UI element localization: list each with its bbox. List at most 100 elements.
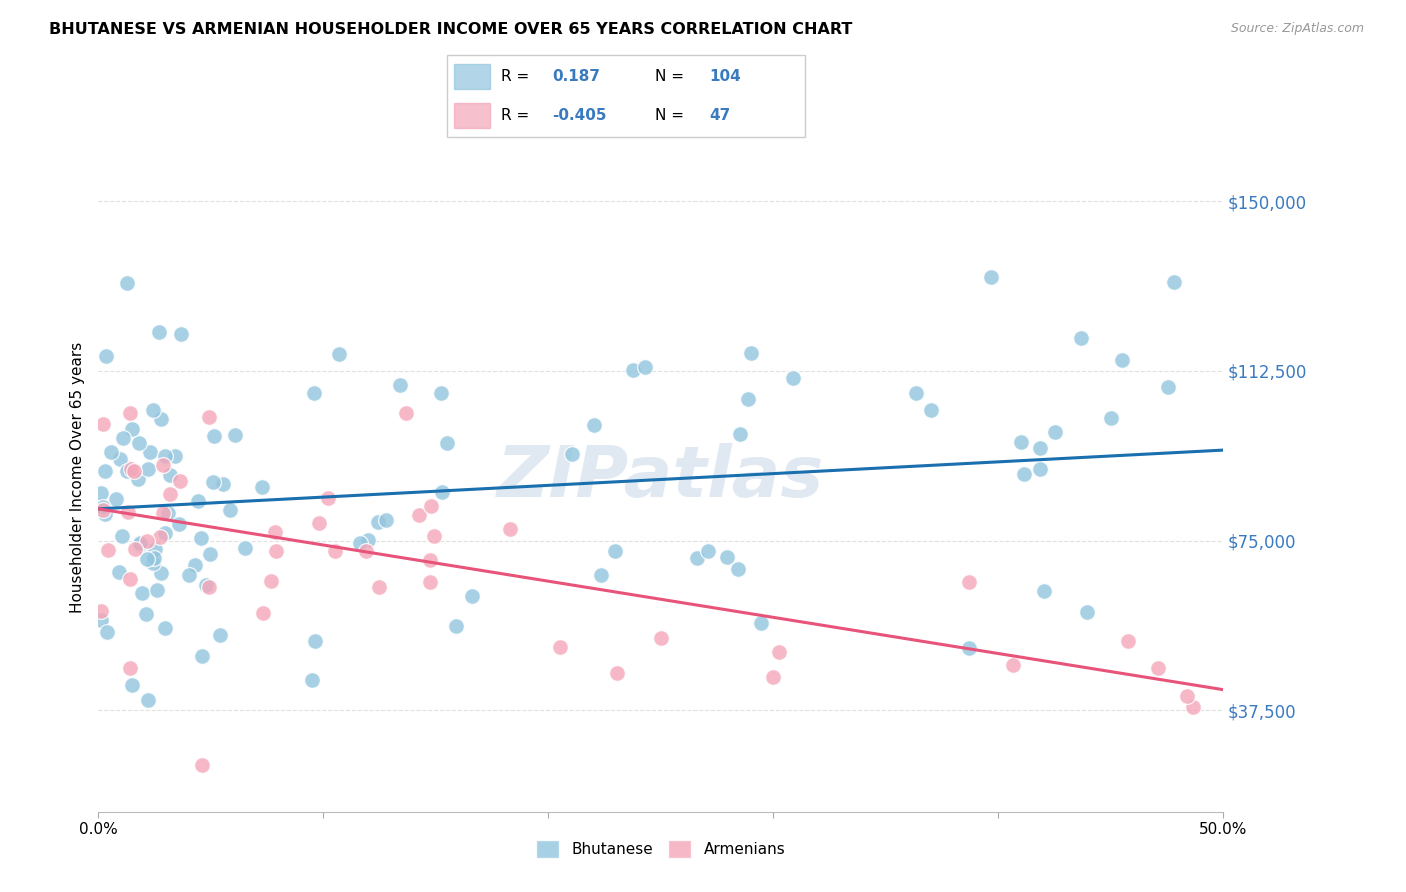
Text: R =: R =	[502, 69, 530, 84]
Point	[374, 512, 396, 526]
Point	[121, 422, 143, 436]
Point	[90, 486, 112, 500]
Point	[419, 499, 441, 513]
Text: R =: R =	[502, 108, 530, 123]
Point	[1076, 605, 1098, 619]
Point	[91, 500, 114, 515]
Point	[163, 450, 186, 464]
Point	[127, 472, 149, 486]
Text: N =: N =	[655, 69, 683, 84]
Point	[124, 541, 146, 556]
Point	[212, 477, 235, 491]
Point	[191, 649, 214, 664]
Point	[1002, 658, 1025, 673]
Point	[1043, 425, 1066, 439]
Point	[118, 406, 141, 420]
Point	[650, 631, 672, 645]
Point	[153, 621, 176, 635]
Point	[135, 533, 157, 548]
Point	[621, 363, 644, 377]
Point	[201, 475, 224, 489]
Point	[150, 566, 173, 580]
Point	[749, 616, 772, 631]
Point	[93, 464, 115, 478]
Point	[135, 552, 157, 566]
Point	[308, 516, 330, 531]
Point	[1012, 467, 1035, 481]
Point	[430, 485, 453, 500]
Point	[111, 529, 134, 543]
Point	[302, 385, 325, 400]
Text: N =: N =	[655, 108, 683, 123]
Point	[323, 543, 346, 558]
Point	[118, 572, 141, 586]
Text: 47: 47	[710, 108, 731, 123]
Point	[328, 347, 350, 361]
Point	[357, 533, 380, 548]
Point	[423, 529, 446, 543]
Point	[118, 661, 141, 675]
Point	[1029, 441, 1052, 455]
Point	[1147, 661, 1170, 675]
Point	[153, 449, 176, 463]
Point	[159, 487, 181, 501]
Point	[139, 444, 162, 458]
Point	[430, 386, 453, 401]
Point	[149, 530, 172, 544]
Point	[367, 580, 389, 594]
Point	[177, 567, 200, 582]
Point	[97, 542, 120, 557]
Point	[194, 578, 217, 592]
Point	[1010, 434, 1032, 449]
Point	[128, 436, 150, 450]
Point	[167, 516, 190, 531]
Point	[142, 403, 165, 417]
Point	[737, 392, 759, 407]
Point	[349, 535, 371, 549]
Point	[250, 480, 273, 494]
Text: 0.187: 0.187	[553, 69, 600, 84]
Point	[169, 475, 191, 489]
Point	[436, 436, 458, 450]
Point	[1111, 352, 1133, 367]
Point	[1070, 330, 1092, 344]
Point	[959, 575, 981, 590]
Point	[395, 406, 418, 420]
Point	[121, 678, 143, 692]
Point	[301, 673, 323, 687]
Point	[716, 550, 738, 565]
Point	[304, 634, 326, 648]
Point	[264, 524, 287, 539]
Point	[419, 553, 441, 567]
FancyBboxPatch shape	[454, 63, 491, 89]
Point	[142, 550, 165, 565]
Point	[129, 535, 152, 549]
Point	[1182, 699, 1205, 714]
FancyBboxPatch shape	[447, 55, 804, 136]
Point	[782, 370, 804, 384]
Point	[152, 506, 174, 520]
Point	[208, 628, 231, 642]
Point	[686, 551, 709, 566]
Point	[170, 326, 193, 341]
Point	[1157, 380, 1180, 394]
Point	[90, 613, 112, 627]
Point	[980, 270, 1002, 285]
Point	[155, 525, 177, 540]
Point	[152, 458, 174, 472]
Point	[605, 544, 627, 558]
Point	[191, 757, 214, 772]
Point	[444, 619, 467, 633]
Point	[252, 606, 274, 620]
Point	[187, 494, 209, 508]
Point	[108, 452, 131, 467]
Point	[905, 386, 928, 401]
Point	[499, 522, 522, 536]
Text: ZIPatlas: ZIPatlas	[498, 442, 824, 512]
Point	[111, 431, 134, 445]
Point	[197, 410, 219, 425]
Point	[606, 666, 628, 681]
Point	[156, 506, 179, 520]
Point	[548, 640, 571, 654]
Point	[260, 574, 283, 589]
